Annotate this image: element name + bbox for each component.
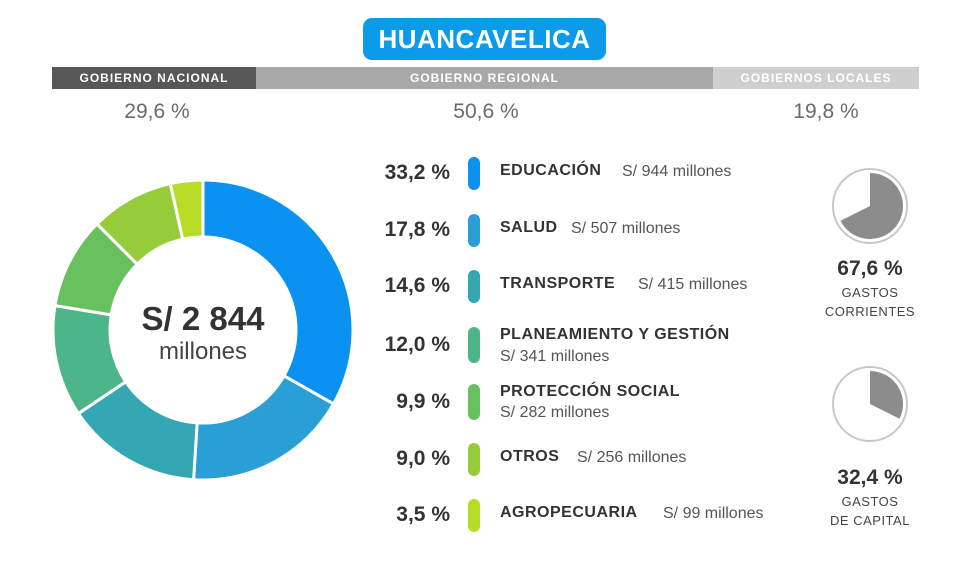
category-color-bar — [468, 384, 480, 420]
category-row-planeamiento: 12,0 % PLANEAMIENTO Y GESTIÓN S/ 341 mil… — [360, 326, 800, 367]
pie-slice — [870, 371, 903, 419]
category-row-otros: 9,0 % OTROS S/ 256 millones — [360, 443, 800, 483]
category-name: EDUCACIÓN — [500, 162, 602, 179]
category-amount: S/ 944 millones — [622, 163, 732, 180]
category-name: PROTECCIÓN SOCIAL — [500, 383, 681, 400]
category-row-agropecuaria: 3,5 % AGROPECUARIA S/ 99 millones — [360, 499, 800, 539]
capital-spending-label: GASTOS DE CAPITAL — [810, 492, 930, 530]
gov-local-pct: 19,8 % — [793, 100, 859, 123]
category-pct: 17,8 % — [384, 218, 450, 241]
category-pct: 33,2 % — [384, 161, 450, 184]
donut-slice-2 — [192, 373, 336, 480]
category-amount: S/ 341 millones — [500, 348, 610, 365]
gov-regional-label: GOBIERNO REGIONAL — [256, 67, 713, 89]
capital-spending-pie — [832, 366, 908, 442]
gov-national-label: GOBIERNO NACIONAL — [52, 67, 256, 89]
current-spending-label: GASTOS CORRIENTES — [810, 283, 930, 321]
category-name: OTROS — [500, 448, 560, 465]
current-spending-label-line2: CORRIENTES — [824, 304, 916, 319]
category-amount: S/ 507 millones — [571, 220, 681, 237]
category-amount: S/ 256 millones — [577, 449, 687, 466]
capital-spending-pct: 32,4 % — [837, 466, 903, 489]
category-color-bar — [468, 443, 480, 476]
sector-donut-chart — [51, 180, 355, 480]
category-row-educacion: 33,2 % EDUCACIÓN S/ 944 millones — [360, 157, 800, 197]
category-pct: 12,0 % — [384, 333, 450, 356]
category-name: TRANSPORTE — [500, 275, 616, 292]
current-spending-pie — [832, 168, 908, 244]
current-spending-label-line1: GASTOS — [841, 285, 899, 300]
category-color-bar — [468, 327, 480, 363]
category-name: PLANEAMIENTO Y GESTIÓN — [500, 326, 730, 343]
category-color-bar — [468, 499, 480, 532]
current-spending-pct: 67,6 % — [837, 257, 903, 280]
donut-slice-7 — [168, 180, 205, 242]
donut-slice-1 — [201, 180, 355, 406]
category-amount: S/ 282 millones — [500, 404, 610, 421]
gov-national-pct: 29,6 % — [124, 100, 190, 123]
total-unit: millones — [158, 338, 248, 365]
category-color-bar — [468, 157, 480, 190]
category-amount: S/ 415 millones — [638, 276, 748, 293]
category-pct: 3,5 % — [396, 503, 450, 526]
page-title: HUANCAVELICA — [363, 18, 606, 60]
capital-spending-label-line2: DE CAPITAL — [830, 513, 910, 528]
capital-spending-label-line1: GASTOS — [841, 494, 899, 509]
gov-regional-pct: 50,6 % — [453, 100, 519, 123]
category-row-proteccion: 9,9 % PROTECCIÓN SOCIAL S/ 282 millones — [360, 383, 800, 424]
total-amount: S/ 2 844 — [141, 300, 265, 337]
category-color-bar — [468, 270, 480, 303]
category-row-transporte: 14,6 % TRANSPORTE S/ 415 millones — [360, 270, 800, 310]
category-pct: 9,9 % — [396, 390, 450, 413]
category-row-salud: 17,8 % SALUD S/ 507 millones — [360, 214, 800, 254]
category-pct: 14,6 % — [384, 274, 450, 297]
pie-slice — [840, 173, 903, 239]
category-color-bar — [468, 214, 480, 247]
category-name: AGROPECUARIA — [500, 504, 638, 521]
category-amount: S/ 99 millones — [663, 505, 764, 522]
category-pct: 9,0 % — [396, 447, 450, 470]
gov-local-label: GOBIERNOS LOCALES — [713, 67, 919, 89]
category-name: SALUD — [500, 219, 558, 236]
